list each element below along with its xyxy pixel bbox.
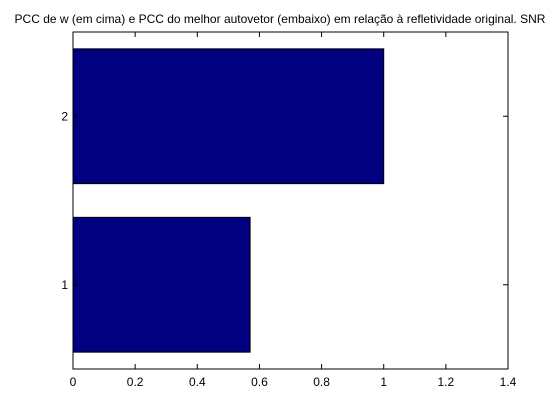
y-tick-label-1: 1 xyxy=(61,278,68,292)
x-tick-label-0: 0 xyxy=(70,375,77,389)
x-tick-label-6: 1.2 xyxy=(438,375,455,389)
y-tick-label-2: 2 xyxy=(61,109,68,123)
bars-layer xyxy=(72,48,385,353)
x-tick-label-3: 0.6 xyxy=(251,375,268,389)
bar-2 xyxy=(72,48,385,185)
x-tick-label-4: 0.8 xyxy=(313,375,330,389)
x-tick-label-5: 1 xyxy=(380,375,387,389)
chart-title: PCC de w (em cima) e PCC do melhor autov… xyxy=(15,12,546,26)
x-tick-label-1: 0.2 xyxy=(127,375,144,389)
bar-1 xyxy=(72,216,251,353)
ticks-layer: 0 0.2 0.4 0.6 0.8 1 1.2 1.4 1 2 xyxy=(61,32,517,389)
x-tick-label-2: 0.4 xyxy=(189,375,206,389)
plot-area xyxy=(72,31,509,370)
x-tick-label-7: 1.4 xyxy=(500,375,517,389)
